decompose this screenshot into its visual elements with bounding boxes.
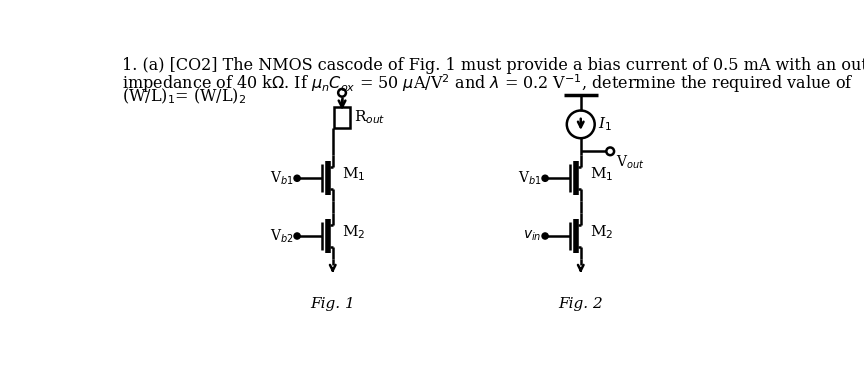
Text: M$_1$: M$_1$ — [342, 166, 365, 183]
Text: Fig. 1: Fig. 1 — [310, 297, 355, 311]
Text: R$_{out}$: R$_{out}$ — [353, 108, 385, 126]
Circle shape — [294, 175, 300, 181]
Circle shape — [542, 175, 548, 181]
Text: Fig. 2: Fig. 2 — [558, 297, 603, 311]
Text: impedance of 40 k$\Omega$. If $\mu_n C_{ox}$ = 50 $\mu$A/V$^2$ and $\lambda$ = 0: impedance of 40 k$\Omega$. If $\mu_n C_{… — [122, 72, 854, 95]
Text: M$_2$: M$_2$ — [590, 223, 613, 241]
Text: M$_2$: M$_2$ — [342, 223, 365, 241]
Text: V$_{b2}$: V$_{b2}$ — [270, 227, 293, 245]
Text: V$_{b1}$: V$_{b1}$ — [518, 170, 541, 187]
Circle shape — [294, 233, 300, 239]
Text: V$_{out}$: V$_{out}$ — [616, 154, 645, 171]
Circle shape — [542, 233, 548, 239]
Text: I$_1$: I$_1$ — [598, 115, 612, 133]
Text: V$_{b1}$: V$_{b1}$ — [270, 170, 293, 187]
Text: (W/L)$_1$= (W/L)$_2$: (W/L)$_1$= (W/L)$_2$ — [122, 87, 246, 106]
Text: M$_1$: M$_1$ — [590, 166, 613, 183]
Text: $v_{in}$: $v_{in}$ — [523, 229, 541, 243]
Bar — [334, 107, 350, 128]
Text: 1. (a) [CO2] The NMOS cascode of Fig. 1 must provide a bias current of 0.5 mA wi: 1. (a) [CO2] The NMOS cascode of Fig. 1 … — [122, 57, 864, 75]
